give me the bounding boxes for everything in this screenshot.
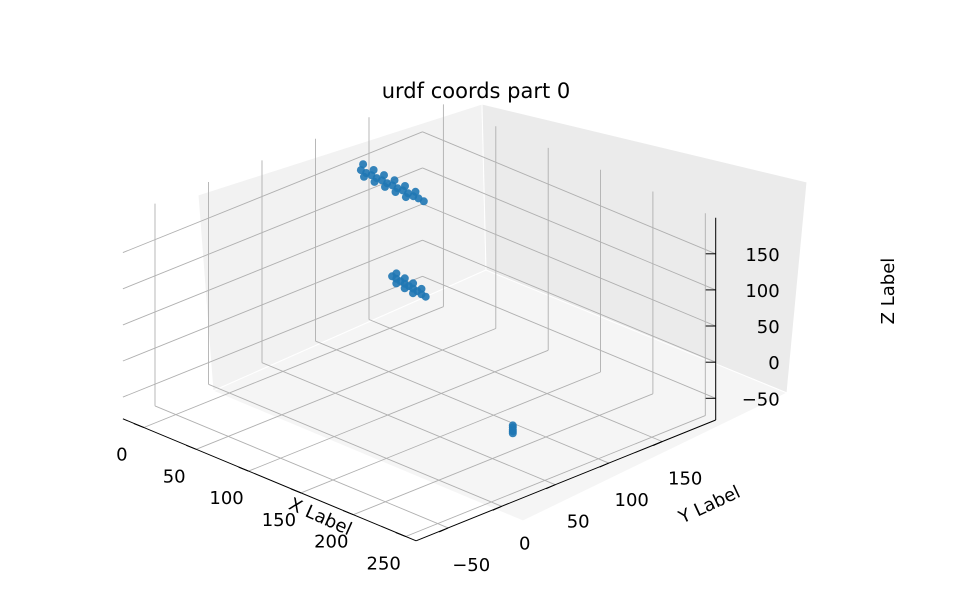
y-tick-mark	[492, 505, 502, 511]
z-tick-label: 100	[745, 281, 779, 302]
x-tick-labels: 0 50 100 150 200 250	[116, 423, 406, 575]
grid-line	[196, 328, 496, 450]
y-tick-label: 0	[519, 533, 530, 554]
scatter-point	[360, 172, 368, 181]
y-tick-mark	[652, 441, 663, 446]
grid-line	[208, 383, 502, 507]
y-tick-label: 150	[668, 469, 702, 490]
scatter-point	[370, 177, 379, 186]
x-tick-mark	[186, 444, 197, 450]
x-tick-label: 0	[116, 445, 127, 466]
y-tick-label: −50	[452, 555, 490, 576]
scatter-point	[390, 176, 399, 185]
grid-line	[353, 393, 654, 516]
x-tick-mark	[133, 423, 144, 428]
scatter-point	[391, 188, 400, 196]
grid-line	[154, 405, 449, 529]
scatter-point	[508, 429, 517, 438]
grid-lines	[122, 104, 716, 537]
grid-line	[122, 203, 423, 326]
z-axis-label: Z Label	[878, 258, 899, 325]
x-axis-line	[122, 418, 417, 542]
scatter-point	[409, 289, 417, 298]
scatter-point	[381, 182, 389, 191]
scatter-point	[369, 166, 378, 174]
z-tick-labels: −50 0 50 100 150	[705, 245, 780, 410]
x-tick-label: 50	[163, 466, 186, 487]
axis-lines	[122, 217, 717, 542]
x-tick-mark	[395, 532, 406, 537]
y-tick-labels: −50 0 50 100 150	[438, 441, 702, 576]
scatter-point	[400, 274, 409, 283]
x-tick-label: 100	[209, 488, 243, 509]
grid-line	[261, 362, 556, 486]
x-tick-label: 200	[314, 532, 348, 553]
x-tick-mark	[290, 488, 302, 494]
chart-title: urdf coords part 0	[382, 79, 571, 103]
scatter-point	[421, 292, 430, 301]
grid-line	[422, 239, 716, 363]
y-tick-label: 100	[615, 490, 649, 511]
grid-line	[422, 203, 716, 327]
y-tick-mark	[545, 484, 556, 490]
scatter-point	[411, 187, 420, 196]
scatter-point	[359, 160, 368, 169]
scatter-point	[392, 279, 401, 288]
grid-line	[422, 131, 716, 255]
y-tick-mark	[438, 527, 449, 533]
grid-line	[143, 306, 444, 428]
y-tick-label: 50	[567, 512, 590, 533]
scatter-point	[380, 171, 388, 180]
grid-line	[315, 340, 609, 464]
z-tick-label: 50	[757, 317, 780, 338]
scatter-point	[400, 284, 409, 293]
grid-line	[122, 275, 423, 398]
y-axis-line	[415, 419, 716, 542]
grid-line	[122, 167, 423, 290]
z-pane	[211, 269, 789, 522]
scatter-points	[356, 160, 517, 438]
x-tick-mark	[343, 510, 354, 516]
grid-line	[122, 131, 423, 254]
x-tick-mark	[238, 466, 249, 472]
grid-line	[405, 415, 706, 537]
scatter-point	[392, 269, 401, 278]
grid-line	[368, 319, 663, 442]
x-tick-label: 250	[367, 554, 401, 575]
x-tick-label: 150	[262, 510, 296, 531]
scatter-point	[401, 193, 410, 202]
scatter-point	[419, 197, 428, 206]
scatter-point	[417, 284, 426, 293]
z-tick-label: 150	[745, 245, 779, 266]
scatter-point	[409, 279, 418, 288]
y-tick-mark	[599, 462, 609, 468]
scatter-point	[401, 182, 409, 190]
grid-line	[122, 239, 423, 362]
grid-line	[300, 371, 601, 494]
z-tick-label: 0	[768, 353, 779, 374]
z-tick-label: −50	[742, 389, 780, 410]
grid-line	[422, 275, 716, 399]
grid-line	[248, 349, 549, 472]
grid-line	[422, 167, 716, 291]
